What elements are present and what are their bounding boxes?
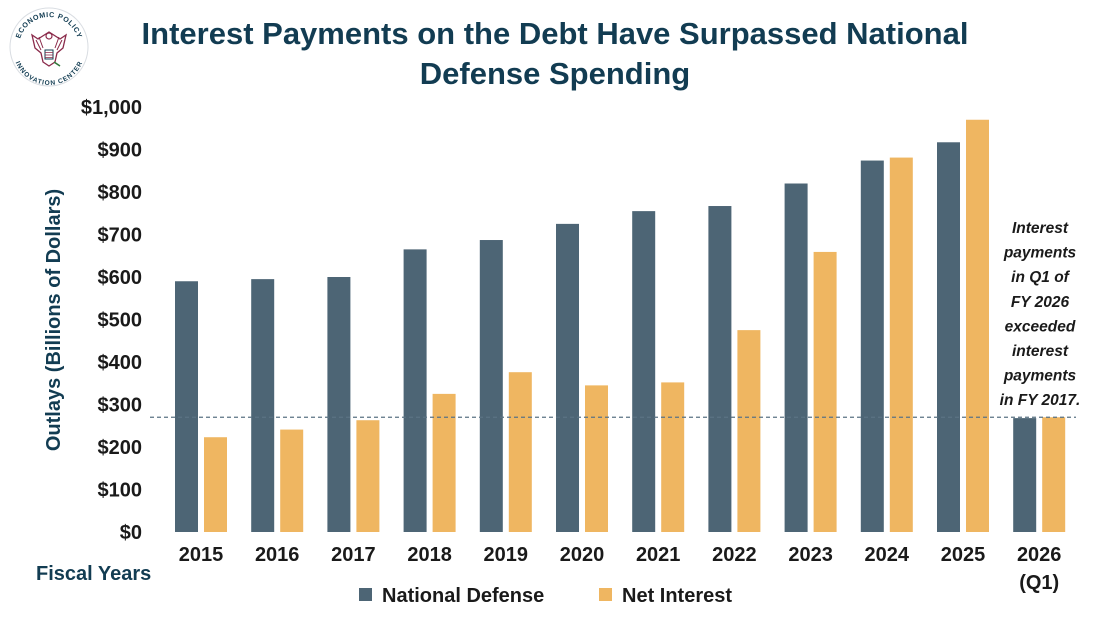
y-axis-ticks: $0 $100 $200 $300 $400 $500 $600 $700 $800 $900 $1… (81, 97, 142, 544)
eagle-seal-icon (30, 31, 68, 67)
legend-label: National Defense (382, 585, 544, 607)
legend-label: Net Interest (622, 585, 732, 607)
y-tick-label: $200 (98, 437, 143, 459)
legend-swatch (359, 588, 372, 601)
bar-net-interest (204, 437, 227, 532)
annotation-note: Interest payments in Q1 of FY 2026 exceeded i… (1000, 220, 1081, 409)
bars (175, 119, 1066, 533)
bar-national-defense (556, 223, 579, 532)
y-tick-label: $500 (98, 310, 143, 332)
bar-net-interest (813, 251, 837, 533)
bar-national-defense (251, 279, 275, 532)
bar-national-defense (175, 281, 198, 532)
bar-national-defense (403, 249, 427, 532)
x-tick-label: 2019 (484, 544, 529, 566)
bar-national-defense (1013, 418, 1037, 532)
y-tick-label: $900 (98, 140, 143, 162)
bar-net-interest (966, 119, 989, 532)
legend-swatch (599, 588, 612, 601)
bar-net-interest (585, 385, 608, 532)
y-tick-label: $300 (98, 395, 143, 417)
y-axis-label: Outlays (Billions of Dollars) (43, 189, 65, 451)
y-tick-label: $800 (98, 182, 143, 204)
economic-policy-innovation-center-logo: ECONOMIC POLICY INNOVATION CENTER (9, 7, 89, 87)
bar-national-defense (632, 211, 656, 532)
y-tick-label: $400 (98, 352, 143, 374)
bar-net-interest (280, 429, 304, 532)
bar-national-defense (784, 183, 808, 532)
legend-net-interest: Net Interest (599, 585, 732, 607)
y-tick-label: $600 (98, 267, 143, 289)
y-tick-label: $700 (98, 225, 143, 247)
bar-national-defense (708, 206, 732, 532)
x-axis-ticks: 2015 2016 2017 2018 2019 2020 2021 2022 2023 2024… (179, 544, 1062, 594)
y-tick-label: $1,000 (81, 97, 142, 119)
y-tick-label: $0 (120, 522, 142, 544)
bar-national-defense (860, 160, 884, 533)
x-tick-label: 2023 (788, 544, 833, 566)
x-tick-label: 2021 (636, 544, 681, 566)
bar-net-interest (356, 420, 380, 532)
bar-national-defense (479, 240, 503, 532)
bar-net-interest (661, 382, 685, 532)
bar-net-interest (737, 330, 761, 532)
legend-national-defense: National Defense (359, 585, 544, 607)
x-tick-label: 2015 (179, 544, 224, 566)
y-tick-label: $100 (98, 480, 143, 502)
bar-net-interest (1042, 417, 1066, 532)
x-tick-label: 2025 (941, 544, 986, 566)
bar-net-interest (432, 393, 456, 532)
chart-title: Interest Payments on the Debt Have Surpa… (141, 16, 969, 91)
bar-net-interest (508, 372, 532, 532)
bar-national-defense (327, 277, 351, 532)
x-tick-label: 2016 (255, 544, 300, 566)
bar-national-defense (937, 142, 960, 532)
x-tick-label: 2022 (712, 544, 757, 566)
x-tick-label: 2020 (560, 544, 605, 566)
bar-net-interest (889, 157, 913, 532)
legend: National Defense Net Interest (359, 585, 732, 607)
x-tick-label: 2024 (865, 544, 910, 566)
x-axis-label: Fiscal Years (36, 563, 151, 585)
x-tick-label: 2017 (331, 544, 376, 566)
x-tick-label: 2018 (407, 544, 452, 566)
x-tick-label: 2026 (Q1) (1017, 544, 1062, 594)
